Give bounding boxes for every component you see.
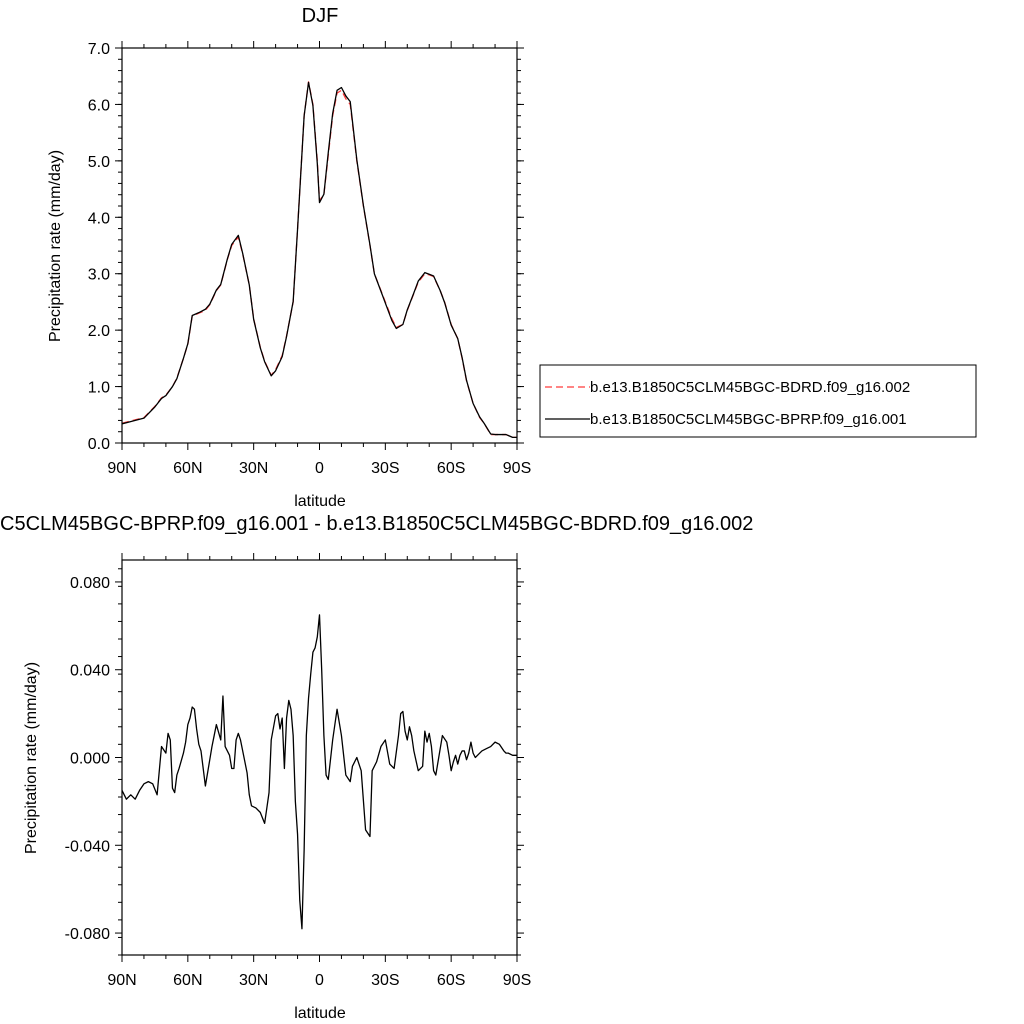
x-tick-label: 0 <box>315 972 324 989</box>
series-line-0-0 <box>121 81 517 439</box>
bottom-panel-frame <box>121 559 518 956</box>
legend-label-bdrd: b.e13.B1850C5CLM45BGC-BDRD.f09_g16.002 <box>590 379 910 396</box>
top-panel-frame <box>121 47 518 444</box>
y-tick-label: 4.0 <box>88 210 110 227</box>
legend-frame <box>539 364 977 438</box>
x-tick-label: 60S <box>437 972 465 989</box>
y-tick-label: 1.0 <box>88 380 110 397</box>
top-panel-ylabel: Precipitation rate (mm/day) <box>47 150 64 342</box>
y-tick-label: 5.0 <box>88 154 110 171</box>
y-tick-label: 2.0 <box>88 323 110 340</box>
y-tick-label: 6.0 <box>88 97 110 114</box>
x-tick-label: 30S <box>371 460 399 477</box>
y-tick-label: 0.000 <box>70 751 110 768</box>
x-tick-label: 60N <box>173 460 202 477</box>
x-tick-label: 30N <box>239 460 268 477</box>
x-tick-label: 30S <box>371 972 399 989</box>
top-panel-xlabel: latitude <box>294 493 346 510</box>
series-line-1-0 <box>121 614 517 930</box>
x-tick-label: 90S <box>503 460 531 477</box>
bottom-panel: b.e13.B1850C5CLM45BGC-BPRP.f09_g16.001 -… <box>0 513 753 1022</box>
top-panel: DJF 90N 60N 30N 0 30S 60S 90S 0.0 1.0 2.0 3.0 4.0 5.… <box>47 5 531 510</box>
y-tick-label: -0.040 <box>65 838 110 855</box>
x-tick-label: 60S <box>437 460 465 477</box>
bottom-panel-ylabel: Precipitation rate (mm/day) <box>23 662 40 854</box>
series-line-0-1 <box>121 81 517 439</box>
y-tick-label: 3.0 <box>88 267 110 284</box>
top-panel-title: DJF <box>302 5 339 27</box>
y-tick-label: 7.0 <box>88 41 110 58</box>
y-tick-label: -0.080 <box>65 926 110 943</box>
y-tick-label: 0.040 <box>70 663 110 680</box>
x-tick-label: 60N <box>173 972 202 989</box>
x-tick-label: 30N <box>239 972 268 989</box>
legend: b.e13.B1850C5CLM45BGC-BDRD.f09_g16.002 b… <box>539 364 977 438</box>
x-tick-label: 90N <box>107 460 136 477</box>
x-tick-label: 0 <box>315 460 324 477</box>
y-tick-label: 0.0 <box>88 436 110 453</box>
y-tick-label: 0.080 <box>70 575 110 592</box>
legend-label-bprp: b.e13.B1850C5CLM45BGC-BPRP.f09_g16.001 <box>590 411 907 428</box>
bottom-panel-title: b.e13.B1850C5CLM45BGC-BPRP.f09_g16.001 -… <box>0 513 753 535</box>
x-tick-label: 90S <box>503 972 531 989</box>
bottom-panel-xlabel: latitude <box>294 1005 346 1022</box>
x-tick-label: 90N <box>107 972 136 989</box>
